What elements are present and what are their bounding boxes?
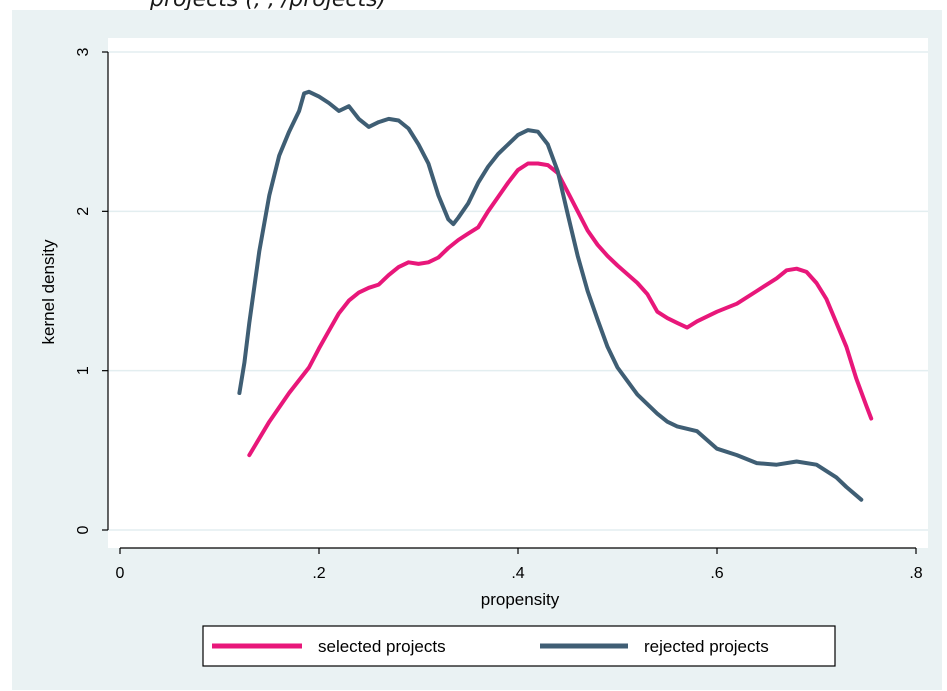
series-line-selected-projects [247, 161, 874, 458]
figure-caption: projects (, , /projects) [150, 0, 386, 12]
legend-box [202, 625, 836, 667]
x-tick-label: .4 [511, 565, 524, 582]
plot-area [108, 38, 928, 548]
y-tick-label: 2 [75, 207, 92, 216]
x-axis-title: propensity [481, 590, 560, 609]
x-tick-label: .8 [909, 565, 922, 582]
series-line-rejected-projects [237, 89, 864, 502]
y-tick-label: 1 [75, 366, 92, 375]
x-tick-label: 0 [116, 565, 125, 582]
y-tick-label: 0 [75, 525, 92, 534]
y-axis-title: kernel density [39, 239, 58, 344]
legend-label: selected projects [318, 637, 446, 656]
x-tick-label: .6 [710, 565, 723, 582]
y-tick-label: 3 [75, 47, 92, 56]
legend-label: rejected projects [644, 637, 769, 656]
x-tick-label: .2 [312, 565, 325, 582]
